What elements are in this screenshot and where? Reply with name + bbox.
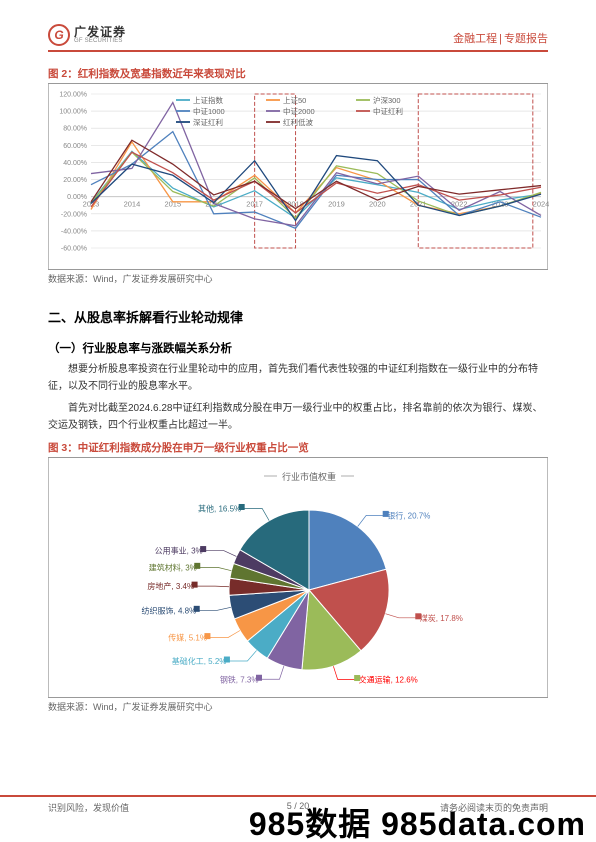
logo: G 广发证券 GF SECURITIES <box>48 24 126 46</box>
svg-text:20.00%: 20.00% <box>63 177 87 184</box>
svg-text:中证红利: 中证红利 <box>373 106 403 116</box>
svg-text:煤炭, 17.8%: 煤炭, 17.8% <box>420 613 463 623</box>
svg-text:房地产, 3.4%: 房地产, 3.4% <box>147 581 194 591</box>
svg-text:纺织服饰, 4.8%: 纺织服饰, 4.8% <box>142 605 197 615</box>
svg-text:40.00%: 40.00% <box>63 160 87 167</box>
svg-text:2019: 2019 <box>328 200 345 209</box>
figure-3: 图 3：中证红利指数成分股在申万一级行业权重占比一览 行业市值权重银行, 20.… <box>48 440 548 713</box>
header-category-sub: 专题报告 <box>504 33 548 45</box>
svg-text:-20.00%: -20.00% <box>61 211 87 218</box>
section-2-1-p2: 首先对比截至2024.6.28中证红利指数成分股在申万一级行业中的权重占比，排名… <box>48 401 548 434</box>
svg-text:2020: 2020 <box>369 200 386 209</box>
logo-text-cn: 广发证券 <box>74 26 126 39</box>
header-category: 金融工程|专题报告 <box>453 30 548 46</box>
svg-text:-60.00%: -60.00% <box>61 246 87 253</box>
svg-text:-40.00%: -40.00% <box>61 228 87 235</box>
svg-text:上证指数: 上证指数 <box>193 95 223 105</box>
svg-text:沪深300: 沪深300 <box>373 95 401 105</box>
footer-left: 识别风险，发现价值 <box>48 801 129 814</box>
svg-text:其他, 16.5%: 其他, 16.5% <box>198 503 241 513</box>
svg-text:建筑材料, 3%: 建筑材料, 3% <box>149 562 197 572</box>
svg-text:交通运输, 12.6%: 交通运输, 12.6% <box>359 675 418 685</box>
svg-text:上证50: 上证50 <box>283 96 306 105</box>
svg-text:2014: 2014 <box>124 200 141 209</box>
figure-3-source: 数据来源：Wind，广发证券发展研究中心 <box>48 697 548 713</box>
svg-text:公用事业, 3%: 公用事业, 3% <box>155 546 203 556</box>
logo-text-en: GF SECURITIES <box>74 38 126 44</box>
page-header: G 广发证券 GF SECURITIES 金融工程|专题报告 <box>48 24 548 52</box>
svg-text:钢铁, 7.3%: 钢铁, 7.3% <box>220 674 259 684</box>
svg-text:100.00%: 100.00% <box>59 109 87 116</box>
svg-text:银行, 20.7%: 银行, 20.7% <box>387 510 430 520</box>
watermark: 985数据 985data.com <box>249 808 586 840</box>
svg-text:红利低波: 红利低波 <box>283 117 313 127</box>
svg-text:120.00%: 120.00% <box>59 92 87 99</box>
svg-text:传媒, 5.1%: 传媒, 5.1% <box>168 633 207 643</box>
svg-text:中证1000: 中证1000 <box>193 106 225 116</box>
figure-2: 图 2：红利指数及宽基指数近年来表现对比 -60.00% -40.00% -20.0… <box>48 66 548 285</box>
figure-3-title: 图 3：中证红利指数成分股在申万一级行业权重占比一览 <box>48 440 548 458</box>
svg-text:基础化工, 5.2%: 基础化工, 5.2% <box>172 656 227 666</box>
figure-3-chart: 行业市值权重银行, 20.7% 煤炭, 17.8% 交通运输, 12.6% 钢铁, 7… <box>49 462 549 692</box>
section-2-heading: 二、从股息率拆解看行业轮动规律 <box>48 307 548 326</box>
svg-text:60.00%: 60.00% <box>63 143 87 150</box>
svg-text:2024: 2024 <box>533 200 549 209</box>
svg-text:80.00%: 80.00% <box>63 126 87 133</box>
svg-text:行业市值权重: 行业市值权重 <box>282 471 336 482</box>
header-category-main: 金融工程 <box>453 33 497 45</box>
section-2-1-heading: （一）行业股息率与涨跌幅关系分析 <box>48 340 548 356</box>
logo-mark-icon: G <box>48 24 70 46</box>
figure-2-chart: -60.00%-40.00%-20.00%0.00%20.00%40.00%60… <box>49 88 549 264</box>
svg-text:深证红利: 深证红利 <box>193 117 223 127</box>
svg-text:中证2000: 中证2000 <box>283 106 315 116</box>
figure-2-source: 数据来源：Wind，广发证券发展研究中心 <box>48 269 548 285</box>
section-2-1-p1: 想要分析股息率投资在行业里轮动中的应用，首先我们看代表性较强的中证红利指数在一级… <box>48 362 548 395</box>
figure-2-title: 图 2：红利指数及宽基指数近年来表现对比 <box>48 66 548 84</box>
